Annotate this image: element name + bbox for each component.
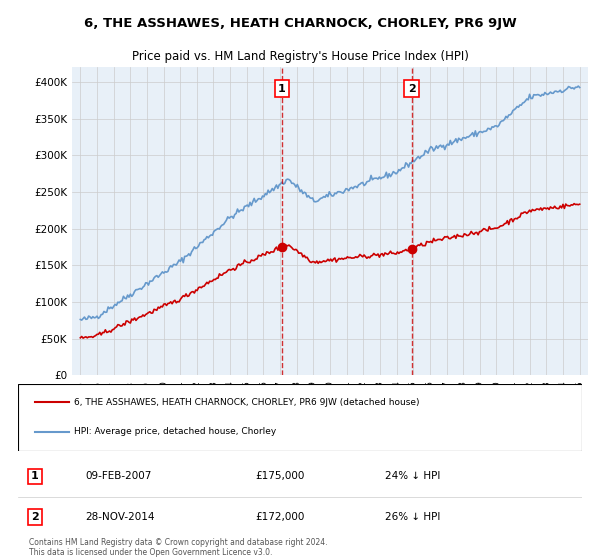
Text: 28-NOV-2014: 28-NOV-2014 (86, 512, 155, 522)
Text: 6, THE ASSHAWES, HEATH CHARNOCK, CHORLEY, PR6 9JW: 6, THE ASSHAWES, HEATH CHARNOCK, CHORLEY… (83, 17, 517, 30)
Text: 09-FEB-2007: 09-FEB-2007 (86, 472, 152, 482)
Text: Price paid vs. HM Land Registry's House Price Index (HPI): Price paid vs. HM Land Registry's House … (131, 50, 469, 63)
Text: 2: 2 (407, 84, 415, 94)
Text: HPI: Average price, detached house, Chorley: HPI: Average price, detached house, Chor… (74, 427, 277, 436)
Text: Contains HM Land Registry data © Crown copyright and database right 2024.
This d: Contains HM Land Registry data © Crown c… (29, 538, 328, 557)
Text: 1: 1 (278, 84, 286, 94)
Text: 26% ↓ HPI: 26% ↓ HPI (385, 512, 440, 522)
Text: 1: 1 (31, 472, 39, 482)
Text: 6, THE ASSHAWES, HEATH CHARNOCK, CHORLEY, PR6 9JW (detached house): 6, THE ASSHAWES, HEATH CHARNOCK, CHORLEY… (74, 398, 420, 407)
Text: £175,000: £175,000 (255, 472, 304, 482)
FancyBboxPatch shape (18, 384, 582, 451)
Text: 2: 2 (31, 512, 39, 522)
Text: 24% ↓ HPI: 24% ↓ HPI (385, 472, 440, 482)
Text: £172,000: £172,000 (255, 512, 304, 522)
